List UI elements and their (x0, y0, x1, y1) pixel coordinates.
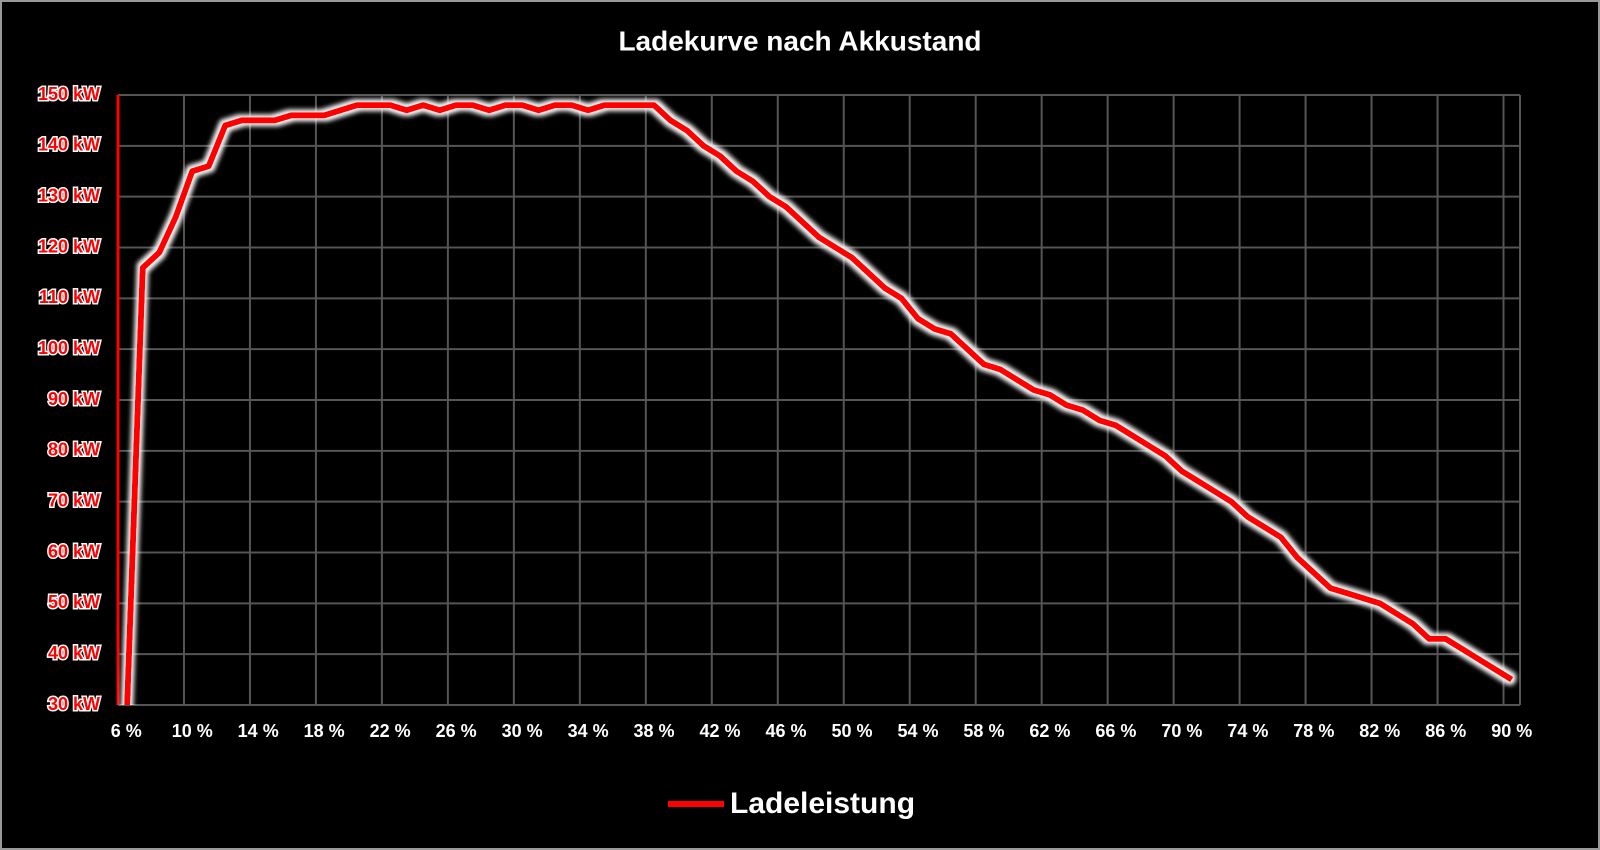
y-tick-label: 90 kW (48, 389, 100, 409)
y-tick-label: 100 kW (38, 338, 100, 358)
y-tick-label: 50 kW (48, 592, 100, 612)
y-tick-label: 110 kW (39, 287, 100, 307)
y-tick-label: 70 kW (48, 490, 100, 510)
x-tick-label: 30 % (502, 721, 543, 741)
x-tick-label: 66 % (1095, 721, 1136, 741)
x-tick-label: 34 % (568, 721, 609, 741)
y-tick-label: 120 kW (38, 236, 100, 256)
series-clip (124, 102, 1514, 705)
x-tick-label: 10 % (172, 721, 213, 741)
x-tick-label: 86 % (1425, 721, 1466, 741)
y-tick-label: 60 kW (48, 541, 100, 561)
legend-label: Ladeleistung (730, 787, 915, 820)
x-tick-label: 62 % (1029, 721, 1070, 741)
x-tick-label: 6 % (111, 721, 142, 741)
legend: Ladeleistung (668, 787, 915, 820)
x-tick-label: 22 % (370, 721, 411, 741)
plot: 6 % 10 % 14 % 18 % 22 % 26 % 30 % 34 % 38 % 42 % 4… (36, 82, 1532, 820)
y-tick-label: 80 kW (48, 440, 100, 460)
x-tick-label: 14 % (238, 721, 279, 741)
y-tick-label: 140 kW (38, 135, 100, 155)
x-tick-label: 54 % (897, 721, 938, 741)
x-tick-label: 74 % (1227, 721, 1268, 741)
x-tick-label: 58 % (963, 721, 1004, 741)
x-tick-label: 38 % (634, 721, 675, 741)
x-tick-label: 18 % (304, 721, 345, 741)
x-tick-label: 26 % (436, 721, 477, 741)
x-tick-label: 46 % (765, 721, 806, 741)
y-tick-label: 40 kW (48, 643, 100, 663)
y-tick-label: 150 kW (38, 84, 100, 104)
x-tick-label: 82 % (1359, 721, 1400, 741)
x-tick-label: 90 % (1491, 721, 1532, 741)
x-tick-label: 70 % (1161, 721, 1202, 741)
y-tick-label: 30 kW (48, 694, 100, 714)
x-tick-label: 42 % (700, 721, 741, 741)
y-tick-label: 130 kW (38, 185, 100, 205)
x-tick-label: 50 % (831, 721, 872, 741)
chart-title: Ladekurve nach Akkustand (618, 25, 981, 56)
line-series (124, 102, 1514, 705)
x-tick-label: 78 % (1293, 721, 1334, 741)
